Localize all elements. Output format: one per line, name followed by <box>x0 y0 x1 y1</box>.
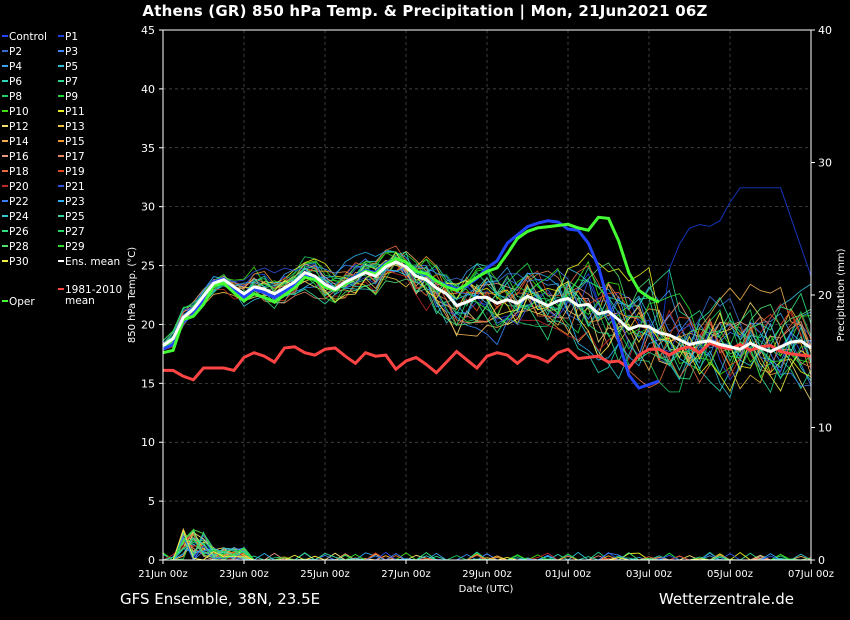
main-series <box>162 215 812 390</box>
axes: 0 5 10 15 20 25 30 35 40 45 0 10 20 30 40 21Jun 00z 23Ju… <box>138 24 834 580</box>
y2-tick-label: 20 <box>818 289 832 302</box>
y2-axis-label: Precipitation (mm) <box>836 248 847 341</box>
legend-label: mean <box>65 295 95 307</box>
legend-label: P25 <box>65 211 85 223</box>
legend-label: P11 <box>65 106 85 118</box>
legend-label: P21 <box>65 181 85 193</box>
legend-label: P5 <box>65 61 78 73</box>
y-tick-label: 20 <box>141 318 155 331</box>
legend-label: Ens. mean <box>65 256 120 268</box>
x-tick-label: 01Jul 00z <box>545 569 591 580</box>
x-tick-label: 05Jul 00z <box>707 569 753 580</box>
legend-label: P6 <box>9 76 22 88</box>
model-info: GFS Ensemble, 38N, 23.5E <box>120 590 321 608</box>
y-tick-label: 15 <box>141 377 155 390</box>
legend-label: P26 <box>9 226 29 238</box>
legend-label: P29 <box>65 241 85 253</box>
legend-label: P18 <box>9 166 29 178</box>
legend-label: Control <box>9 31 47 43</box>
legend-label: P15 <box>65 136 85 148</box>
legend-label: P23 <box>65 196 85 208</box>
member-line-p28 <box>162 262 812 355</box>
x-tick-label: 29Jun 00z <box>462 569 512 580</box>
legend-label: P30 <box>9 256 29 268</box>
y-tick-label: 10 <box>141 436 155 449</box>
legend-label: P17 <box>65 151 85 163</box>
source-credit: Wetterzentrale.de <box>658 590 794 608</box>
legend-label: 1981-2010 <box>65 284 122 296</box>
legend-label: P3 <box>65 46 78 58</box>
legend: Control P1 P2 P3 P4 P5 P6 P7 P8 P9 P10 P11 P12 P13 P14… <box>2 31 122 308</box>
y-tick-label: 0 <box>148 554 155 567</box>
legend-label: P27 <box>65 226 85 238</box>
oper-line <box>162 215 660 355</box>
y-tick-label: 5 <box>148 495 155 508</box>
legend-label: P2 <box>9 46 22 58</box>
x-tick-label: 23Jun 00z <box>219 569 269 580</box>
legend-label: P28 <box>9 241 29 253</box>
legend-label: P22 <box>9 196 29 208</box>
legend-label: P7 <box>65 76 78 88</box>
x-axis-label: Date (UTC) <box>459 584 514 595</box>
y-axis-label: 850 hPa Temp. (°C) <box>127 247 138 343</box>
chart-title: Athens (GR) 850 hPa Temp. & Precipitatio… <box>142 2 708 20</box>
climate-mean-line <box>163 341 812 382</box>
y2-tick-label: 30 <box>818 157 832 170</box>
legend-label: P14 <box>9 136 29 148</box>
legend-label: P10 <box>9 106 29 118</box>
y-tick-label: 30 <box>141 201 155 214</box>
y2-tick-label: 0 <box>818 554 825 567</box>
legend-label: P20 <box>9 181 29 193</box>
precipitation-series <box>162 527 812 561</box>
y2-tick-label: 40 <box>818 24 832 37</box>
y-tick-label: 45 <box>141 24 155 37</box>
legend-label: P1 <box>65 31 78 43</box>
y-tick-label: 35 <box>141 142 155 155</box>
legend-label: P19 <box>65 166 85 178</box>
legend-label: P9 <box>65 91 78 103</box>
ens-mean-line <box>162 260 812 354</box>
x-tick-label: 27Jun 00z <box>381 569 431 580</box>
legend-label: P24 <box>9 211 29 223</box>
legend-label: Oper <box>9 296 35 308</box>
member-line-p11 <box>162 252 812 392</box>
member-line-p24 <box>162 267 812 380</box>
y-tick-label: 40 <box>141 83 155 96</box>
legend-label: P13 <box>65 121 85 133</box>
legend-label: P8 <box>9 91 22 103</box>
y-tick-label: 25 <box>141 260 155 273</box>
legend-label: P12 <box>9 121 29 133</box>
x-tick-label: 07Jul 00z <box>788 569 834 580</box>
x-tick-label: 21Jun 00z <box>138 569 188 580</box>
x-tick-label: 03Jul 00z <box>626 569 672 580</box>
y2-tick-label: 10 <box>818 422 832 435</box>
legend-label: P4 <box>9 61 22 73</box>
x-tick-label: 25Jun 00z <box>300 569 350 580</box>
legend-label: P16 <box>9 151 29 163</box>
